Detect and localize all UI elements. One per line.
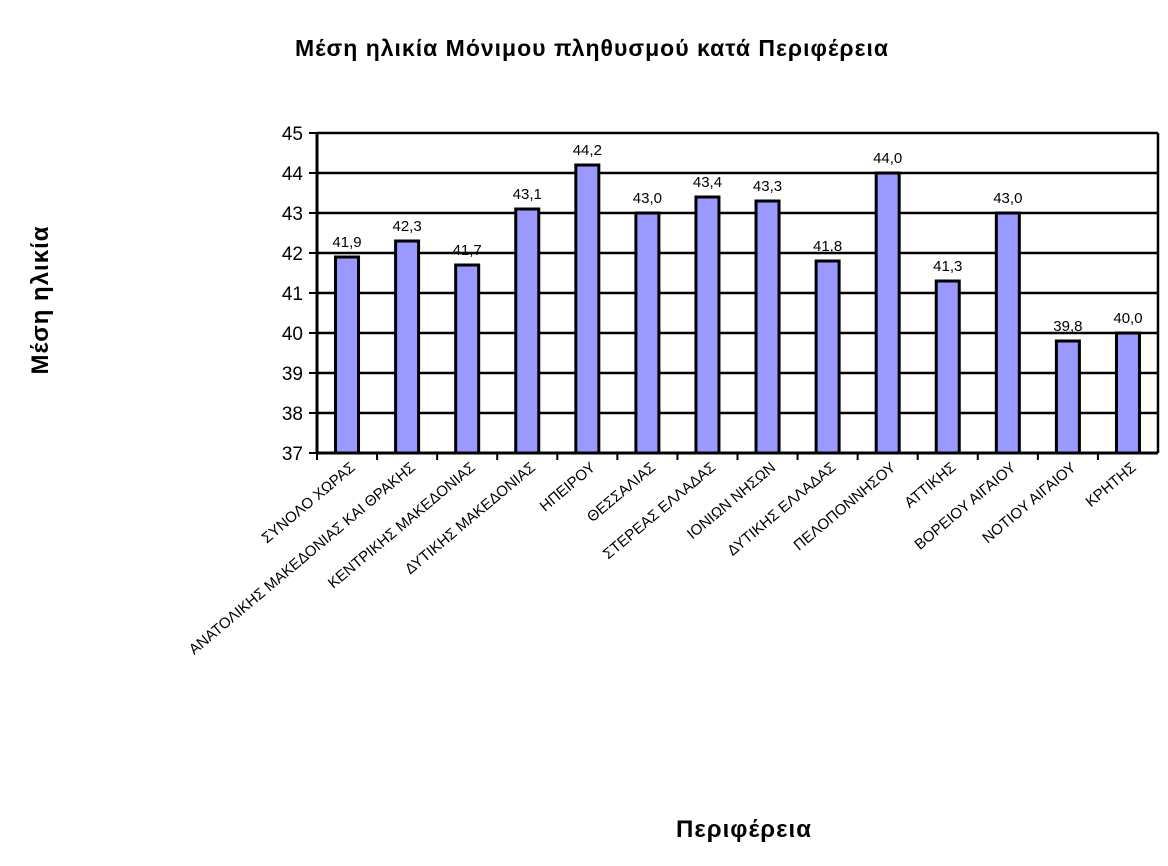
data-label: 41,3: [933, 258, 962, 275]
data-label: 43,3: [753, 178, 782, 195]
bar: [334, 255, 361, 455]
axes: [309, 132, 1160, 460]
data-label: 41,9: [332, 234, 361, 251]
y-tick-label: 39: [282, 364, 303, 385]
bar: [454, 263, 481, 455]
x-axis-title: Περιφέρεια: [676, 816, 812, 843]
data-label: 40,0: [1113, 310, 1142, 327]
x-tick-label: ΔΥΤΙΚΗΣ ΕΛΛΑΔΑΣ: [724, 459, 839, 559]
x-tick-label: ΚΡΗΤΗΣ: [1083, 459, 1140, 511]
data-label: 43,4: [693, 174, 722, 191]
x-tick-label: ΠΕΛΟΠΟΝΝΗΣΟΥ: [791, 459, 900, 554]
bar: [874, 171, 901, 455]
data-label: 41,7: [453, 242, 482, 259]
bars: [334, 163, 1141, 455]
bar: [934, 279, 961, 455]
y-tick-labels: 37 38 39 40 41 42 43 44 45: [282, 124, 304, 465]
x-tick-label: ΑΤΤΙΚΗΣ: [901, 459, 959, 512]
y-tick-label: 41: [282, 284, 303, 305]
y-tick-label: 45: [282, 124, 303, 145]
data-label: 44,2: [573, 142, 602, 159]
bar: [814, 259, 841, 455]
x-tick-label: ΣΤΕΡΕΑΣ ΕΛΛΑΔΑΣ: [600, 459, 719, 563]
bar: [994, 211, 1021, 455]
x-tick-label: ΗΠΕΙΡΟΥ: [537, 459, 599, 515]
data-label: 43,1: [513, 186, 542, 203]
bar: [1054, 339, 1081, 455]
bar: [394, 239, 421, 455]
bar: [634, 211, 661, 455]
y-tick-label: 37: [282, 444, 303, 465]
data-label: 43,0: [993, 190, 1022, 207]
data-label: 41,8: [813, 238, 842, 255]
x-tick-label: ΒΟΡΕΙΟΥ ΑΙΓΑΙΟΥ: [912, 459, 1020, 553]
bar: [1114, 331, 1141, 455]
data-label: 39,8: [1053, 318, 1082, 335]
gridlines: [317, 131, 1158, 455]
x-tick-label: ΑΝΑΤΟΛΙΚΗΣ ΜΑΚΕΔΟΝΙΑΣ ΚΑΙ ΘΡΑΚΗΣ: [186, 459, 419, 658]
bar: [514, 207, 541, 455]
bar: [574, 163, 601, 455]
y-tick-label: 40: [282, 324, 303, 345]
bar: [694, 195, 721, 455]
data-label: 44,0: [873, 150, 902, 167]
data-labels: 41,9 42,3 41,7 43,1 44,2 43,0 43,4 43,3 41,8 44,0…: [332, 142, 1142, 335]
y-tick-label: 42: [282, 244, 303, 265]
y-tick-label: 43: [282, 204, 303, 225]
data-label: 43,0: [633, 190, 662, 207]
data-label: 42,3: [393, 218, 422, 235]
y-axis-title: Μέση ηλικία: [27, 225, 54, 374]
y-tick-label: 38: [282, 404, 303, 425]
chart-title: Μέση ηλικία Μόνιμου πληθυσμού κατά Περιφ…: [295, 35, 889, 61]
bar: [754, 199, 781, 455]
y-tick-label: 44: [282, 164, 304, 185]
